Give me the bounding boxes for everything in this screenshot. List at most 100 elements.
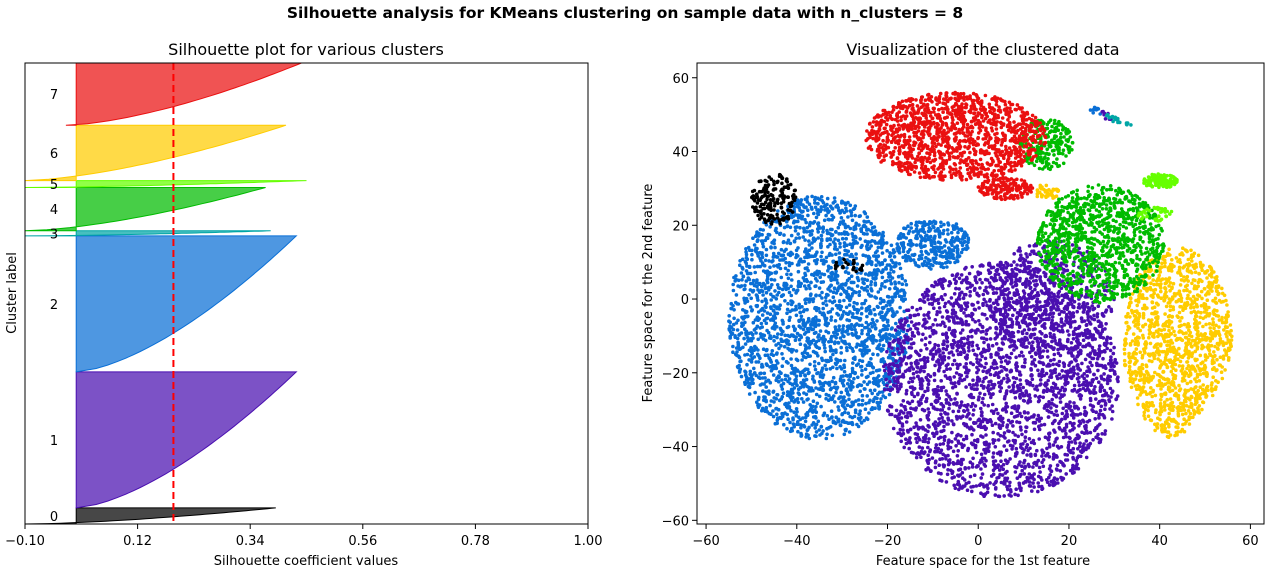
scatter-point [789, 398, 794, 403]
scatter-point [819, 404, 823, 409]
scatter-point [978, 460, 982, 465]
scatter-point [1010, 419, 1015, 424]
scatter-point [1097, 380, 1101, 385]
scatter-point [819, 205, 824, 209]
scatter-point [761, 244, 766, 249]
scatter-point [906, 323, 911, 328]
scatter-point [958, 331, 963, 335]
scatter-point [984, 433, 988, 437]
scatter-point [1004, 401, 1008, 406]
scatter-point [865, 232, 869, 236]
scatter-point [795, 383, 799, 388]
scatter-point [844, 289, 849, 294]
scatter-point [849, 210, 854, 215]
scatter-point [943, 249, 947, 253]
scatter-point [893, 384, 897, 388]
scatter-point [752, 366, 756, 371]
scatter-point [874, 368, 879, 373]
scatter-point [918, 370, 922, 374]
scatter-point [758, 326, 762, 330]
scatter-point [1055, 468, 1059, 472]
scatter-point [834, 230, 838, 234]
scatter-point [951, 338, 956, 343]
scatter-point [824, 299, 828, 303]
scatter-point [753, 390, 757, 395]
scatter-point [794, 236, 798, 241]
scatter-point [783, 266, 788, 271]
scatter-point [951, 227, 956, 231]
scatter-point [747, 248, 752, 252]
scatter-point [1060, 369, 1064, 373]
scatter-point [968, 474, 973, 479]
scatter-point [791, 333, 795, 338]
scatter-point [964, 434, 969, 439]
scatter-point [949, 397, 953, 402]
scatter-point [811, 377, 815, 381]
scatter-point [962, 478, 967, 482]
scatter-point [918, 380, 923, 385]
scatter-point [996, 463, 1001, 467]
scatter-point [805, 250, 810, 254]
scatter-point [910, 305, 915, 310]
scatter-point [1009, 389, 1013, 394]
scatter-point [896, 337, 900, 342]
scatter-point [752, 243, 757, 247]
scatter-point [854, 256, 858, 261]
scatter-point [846, 332, 850, 336]
scatter-point [870, 288, 874, 293]
silhouette-plot-title: Silhouette plot for various clusters [168, 40, 444, 59]
scatter-point [882, 368, 887, 373]
scatter-point [1102, 388, 1107, 393]
scatter-point [907, 446, 911, 451]
scatter-point [880, 275, 885, 280]
scatter-point [736, 318, 740, 323]
scatter-point [816, 387, 821, 391]
scatter-point [950, 243, 954, 248]
scatter-point [755, 232, 759, 237]
scatter-point [747, 358, 751, 362]
scatter-point [809, 232, 814, 237]
silhouette-x-tick-label: 0.78 [461, 534, 490, 549]
scatter-point [813, 237, 818, 242]
scatter-point [1031, 465, 1035, 469]
scatter-point [917, 257, 921, 262]
scatter-point [919, 249, 924, 254]
scatter-point [799, 433, 804, 438]
scatter-point [860, 398, 865, 403]
scatter-point [816, 202, 820, 206]
scatter-point [797, 213, 801, 218]
scatter-point [994, 331, 998, 335]
scatter-point [815, 371, 819, 376]
scatter-point [755, 281, 760, 285]
scatter-point [1009, 489, 1013, 494]
scatter-point [955, 482, 960, 487]
scatter-point [820, 375, 825, 380]
scatter-point [830, 253, 834, 257]
scatter-point [939, 402, 943, 406]
scatter-point [888, 379, 892, 384]
scatter-point [766, 232, 771, 237]
scatter-point [798, 225, 802, 230]
scatter-point [768, 225, 772, 229]
scatter-point [953, 260, 957, 265]
scatter-point [1067, 333, 1071, 337]
scatter-point [885, 294, 890, 299]
scatter-point [774, 397, 779, 401]
scatter-point [936, 471, 941, 475]
scatter-point [1034, 309, 1038, 314]
scatter-point [848, 242, 852, 246]
scatter-point [789, 299, 793, 303]
scatter-point [835, 311, 839, 316]
scatter-point [956, 449, 960, 453]
scatter-point [805, 266, 809, 270]
scatter-point [811, 327, 816, 332]
scatter-point [823, 203, 828, 208]
silhouette-fill-cluster-5 [24, 180, 307, 188]
scatter-point [751, 236, 755, 240]
scatter-point [757, 354, 761, 358]
scatter-point [1025, 331, 1029, 336]
scatter-point [964, 357, 969, 361]
scatter-point [1062, 364, 1066, 369]
scatter-point [906, 400, 910, 405]
scatter-point [757, 317, 762, 321]
